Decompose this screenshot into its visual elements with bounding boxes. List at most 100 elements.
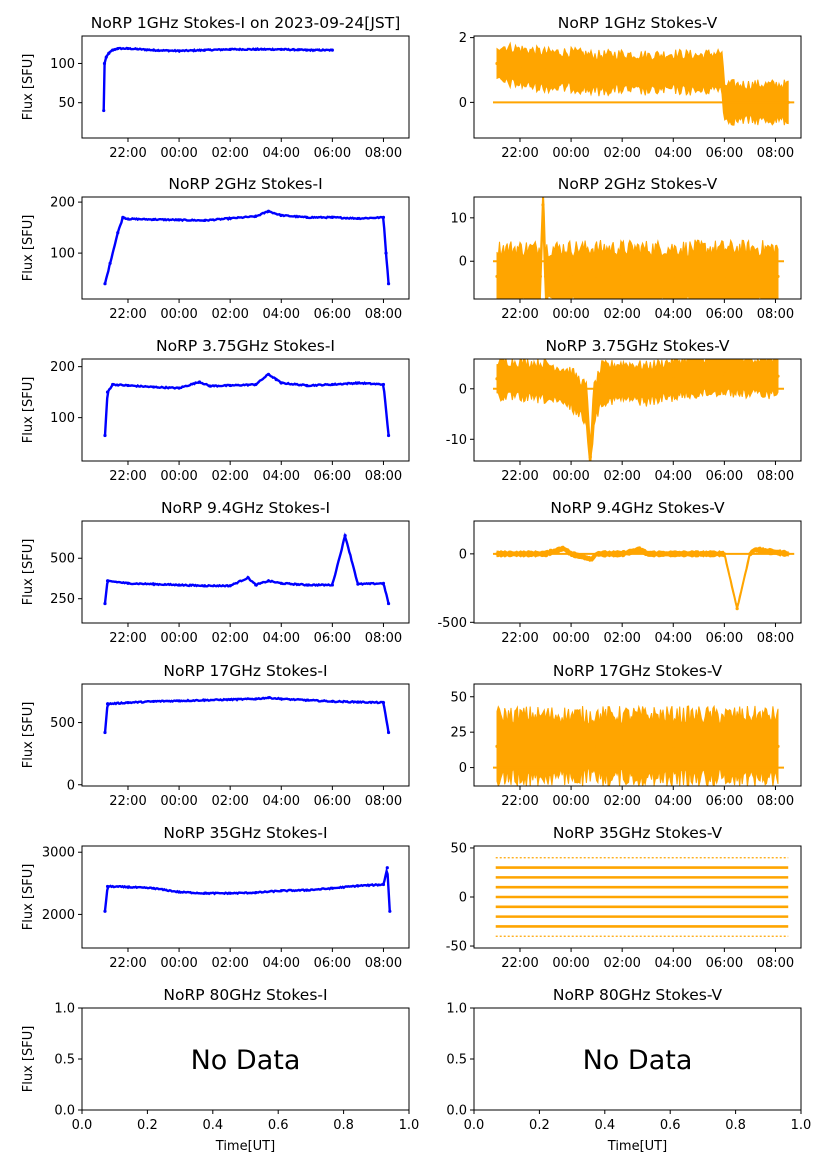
data-point [569,274,573,279]
series-v1 [492,41,795,126]
data-point [254,697,258,701]
data-point [381,215,386,219]
x-tick-label: 06:00 [706,146,743,161]
data-point [386,433,391,438]
data-point [279,697,283,701]
series-i6 [103,866,392,913]
x-tick-label: 02:00 [211,631,248,646]
data-point [266,209,271,213]
data-point [722,274,726,279]
data-point [203,891,207,895]
stokes-v-band [496,704,779,786]
data-point [151,217,156,222]
x-tick-label: 22:00 [501,631,538,646]
x-tick-label: 06:00 [314,956,351,971]
y-axis-label: Flux [SFU] [21,215,36,282]
axes-frame [81,683,410,787]
panel-title: NoRP 2GHz Stokes-I [168,175,322,193]
data-point [228,47,232,51]
x-tick-label: 0.8 [333,1118,354,1133]
data-point [177,699,181,703]
data-point [735,607,739,611]
panel-i1: NoRP 1GHz Stokes-I on 2023-09-24[JST] 50 1… [21,14,410,161]
panel-i5: NoRP 17GHz Stokes-I 0 500 22:00 00:00 02:00 04… [21,662,410,809]
data-point [381,382,386,387]
data-point [776,274,780,279]
y-tick-label: -50 [446,940,467,955]
data-point [620,274,624,279]
panel-title: NoRP 17GHz Stokes-V [553,662,723,680]
data-point [753,548,757,552]
x-tick-label: 04:00 [655,794,692,809]
data-point [495,274,499,279]
data-point [228,383,232,388]
x-tick-label: 00:00 [160,794,197,809]
x-tick-label: 1.0 [399,1118,420,1133]
x-tick-label: 04:00 [655,146,692,161]
x-tick-label: 22:00 [109,146,146,161]
y-tick-label: 100 [50,247,75,262]
y-tick-label: 250 [50,592,75,607]
series-v6 [495,857,789,937]
data-point [561,546,566,550]
stokes-i-line [102,46,333,111]
data-point [386,730,391,735]
data-point [356,700,360,704]
panel-title: NoRP 3.75GHz Stokes-V [545,337,729,355]
axes-frame [81,520,410,624]
data-point [620,70,624,74]
x-tick-label: 04:00 [263,631,300,646]
data-point [600,382,604,386]
data-point [671,377,675,381]
data-point [246,576,250,580]
data-point [266,372,271,376]
data-point [103,730,107,735]
y-tick-label: 3000 [42,846,75,861]
panel-title: NoRP 17GHz Stokes-I [163,662,327,680]
data-point [722,372,726,376]
data-point [254,47,258,51]
x-tick-label: 22:00 [109,631,146,646]
y-tick-label: -500 [437,616,467,631]
x-tick-label: 22:00 [501,956,538,971]
panel-i7: NoRP 80GHz Stokes-I 0.0 0.5 1.0 0.0 0.2 0.4 0.6… [21,986,419,1154]
data-point [254,382,258,387]
data-point [305,888,309,892]
x-tick-label: 06:00 [706,307,743,322]
stokes-v-band [496,41,789,126]
x-tick-label: 06:00 [314,469,351,484]
y-tick-label: 2000 [42,908,75,923]
axes-frame [473,683,802,787]
y-tick-label: 200 [50,196,75,211]
y-tick-label: -10 [446,433,467,448]
data-point [495,61,499,66]
data-point [330,215,334,219]
data-point [151,48,156,52]
x-tick-label: 0.4 [202,1118,223,1133]
data-point [697,274,701,279]
y-tick-label: 0.5 [54,1053,75,1068]
x-tick-label: 22:00 [501,794,538,809]
y-tick-label: 500 [50,716,75,731]
data-point [203,48,207,52]
data-point [177,583,181,587]
data-point [646,744,650,748]
data-point [518,65,522,69]
data-point [356,884,360,888]
data-point [748,744,752,748]
data-point [541,203,545,207]
x-tick-label: 06:00 [314,307,351,322]
x-tick-label: 02:00 [603,956,640,971]
data-point [103,601,107,606]
x-tick-label: 08:00 [365,956,402,971]
panel-title: NoRP 80GHz Stokes-V [553,986,723,1004]
data-point [356,381,360,385]
panel-title: NoRP 35GHz Stokes-V [553,824,723,842]
x-tick-label: 06:00 [706,469,743,484]
data-point [111,48,115,52]
data-point [330,886,334,890]
data-point [228,216,232,221]
data-point [697,374,701,378]
x-axis-label: Time[UT] [215,1139,275,1154]
x-tick-label: 0.0 [72,1118,93,1133]
